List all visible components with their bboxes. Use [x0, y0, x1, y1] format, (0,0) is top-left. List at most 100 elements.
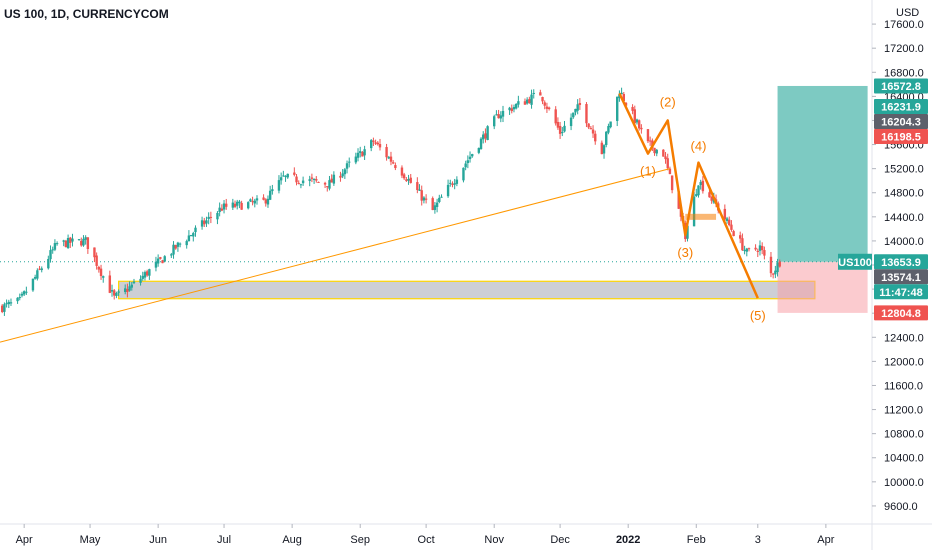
- candle-body: [18, 297, 21, 299]
- long-position-target-zone[interactable]: [777, 85, 868, 262]
- candle-body: [585, 104, 588, 124]
- candle-body: [277, 180, 281, 191]
- candle-body: [297, 182, 300, 184]
- candle-body: [284, 175, 287, 177]
- y-tick-label: 10400.0: [884, 453, 924, 465]
- candle-body: [517, 101, 520, 105]
- candle-body: [758, 245, 762, 251]
- elliott-wave-path[interactable]: [618, 92, 759, 299]
- y-tick-label: 14800.0: [884, 188, 924, 200]
- candle-body: [394, 165, 397, 169]
- candle-body: [49, 250, 52, 260]
- candle-body: [279, 177, 283, 181]
- candle-body: [756, 250, 759, 252]
- candle-body: [594, 133, 597, 142]
- x-tick-label: Jun: [149, 534, 167, 546]
- candle-body: [66, 237, 70, 249]
- y-tick-label: 17600.0: [884, 19, 924, 31]
- candle-body: [466, 160, 470, 164]
- candle-body: [332, 174, 336, 184]
- candle-body: [635, 119, 639, 123]
- y-tick-label: 11200.0: [884, 405, 923, 417]
- candle-body: [648, 140, 652, 142]
- candle-body: [299, 184, 303, 186]
- candle-body: [233, 203, 237, 207]
- candle-body: [143, 272, 147, 278]
- candle-body: [341, 173, 344, 177]
- candle-body: [438, 197, 441, 203]
- candle-body: [110, 290, 114, 292]
- candle-body: [174, 245, 177, 249]
- y-tick-label: 14000.0: [884, 236, 924, 248]
- candle-body: [16, 297, 19, 302]
- candle-body: [405, 179, 408, 181]
- candle-body: [499, 115, 502, 119]
- elliott-wave-label: (5): [750, 308, 766, 323]
- elliott-wave-label: (1): [640, 164, 656, 179]
- candle-body: [97, 266, 101, 270]
- candle-body: [51, 249, 54, 251]
- candle-body: [84, 237, 87, 240]
- x-tick-label: Dec: [550, 534, 570, 546]
- y-tick-label: 15200.0: [884, 164, 924, 176]
- candle-body: [200, 220, 204, 227]
- candle-body: [293, 172, 296, 175]
- candle-body: [99, 268, 103, 277]
- price-badge: [874, 98, 928, 114]
- candle-body: [484, 133, 487, 139]
- candle-body: [359, 151, 362, 153]
- candle-body: [339, 175, 342, 178]
- candle-body: [732, 231, 735, 237]
- trendline[interactable]: [0, 168, 671, 343]
- long-position-stop-zone[interactable]: [777, 261, 868, 313]
- candle-body: [620, 92, 623, 95]
- candle-body: [113, 290, 116, 296]
- y-tick-label: 17200.0: [884, 43, 924, 55]
- candle-body: [631, 106, 634, 111]
- candle-body: [282, 175, 285, 177]
- candle-body: [115, 292, 118, 296]
- candle-body: [330, 178, 333, 183]
- candle-body: [71, 238, 74, 242]
- candle-body: [699, 182, 702, 186]
- candle-body: [532, 92, 535, 94]
- price-badge: [874, 269, 928, 285]
- price-badge: [874, 113, 928, 129]
- candle-body: [747, 248, 751, 250]
- candle-body: [422, 197, 426, 201]
- candle-body: [640, 127, 643, 130]
- chart-title: US 100, 1D, CURRENCYCOM: [4, 7, 169, 21]
- candle-body: [741, 238, 744, 251]
- candle-body: [708, 192, 711, 198]
- y-tick-label: 14400.0: [884, 212, 924, 224]
- y-tick-label: 10800.0: [884, 429, 924, 441]
- candle-body: [317, 181, 320, 183]
- candle-body: [774, 270, 777, 275]
- candle-body: [172, 244, 175, 255]
- candle-body: [739, 235, 742, 239]
- candle-body: [556, 121, 560, 128]
- candle-body: [262, 197, 265, 200]
- candle-body: [424, 198, 428, 200]
- candle-body: [723, 208, 727, 220]
- highlight-box[interactable]: [685, 213, 717, 220]
- candle-body: [80, 240, 83, 246]
- candle-body: [370, 140, 373, 149]
- candle-body: [345, 163, 349, 169]
- elliott-wave-label: (2): [660, 94, 676, 109]
- candle-body: [389, 156, 393, 162]
- candle-body: [576, 104, 579, 111]
- x-tick-label: Jul: [217, 534, 231, 546]
- price-badge-label: 16231.9: [881, 101, 921, 113]
- candle-body: [9, 302, 13, 304]
- candle-body: [569, 117, 573, 127]
- candle-body: [763, 250, 766, 256]
- candle-body: [605, 131, 608, 145]
- candle-body: [495, 114, 498, 116]
- candle-body: [545, 106, 549, 109]
- candle-body: [743, 250, 746, 252]
- candle-body: [622, 93, 625, 102]
- candle-body: [268, 190, 272, 200]
